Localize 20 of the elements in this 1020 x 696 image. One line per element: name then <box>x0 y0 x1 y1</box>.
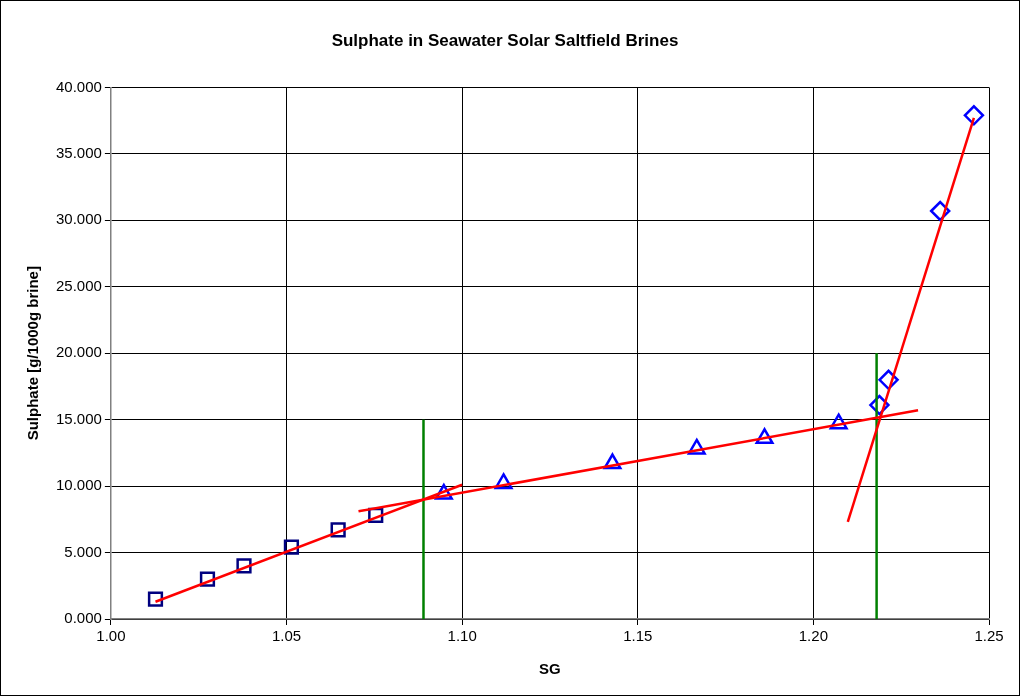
y-tick-label: 25.000 <box>55 276 102 294</box>
point <box>147 591 164 607</box>
point <box>963 105 985 126</box>
x-tick-label: 1.05 <box>271 627 302 645</box>
x-tick-label: 1.10 <box>447 627 477 645</box>
y-axis-title: Sulphate [g/1000g brine] <box>24 266 42 441</box>
y-tick-label: 40.000 <box>55 77 102 95</box>
x-tick-label: 1.25 <box>974 627 1004 645</box>
y-tick-label: 35.000 <box>55 143 102 161</box>
x-tick-label: 1.00 <box>96 627 126 645</box>
x-axis-title: SG <box>539 660 561 678</box>
y-tick-label: 20.000 <box>55 343 102 361</box>
y-tick-label: 0.000 <box>64 609 102 627</box>
y-tick-label: 15.000 <box>55 409 102 427</box>
chart-title: Sulphate in Seawater Solar Saltfield Brines <box>331 30 679 50</box>
x-tick-label: 1.15 <box>623 627 653 645</box>
y-tick-label: 30.000 <box>55 210 102 228</box>
y-tick-label: 5.000 <box>64 542 102 560</box>
y-tick-label: 10.000 <box>55 476 102 494</box>
x-tick-label: 1.20 <box>798 627 828 645</box>
